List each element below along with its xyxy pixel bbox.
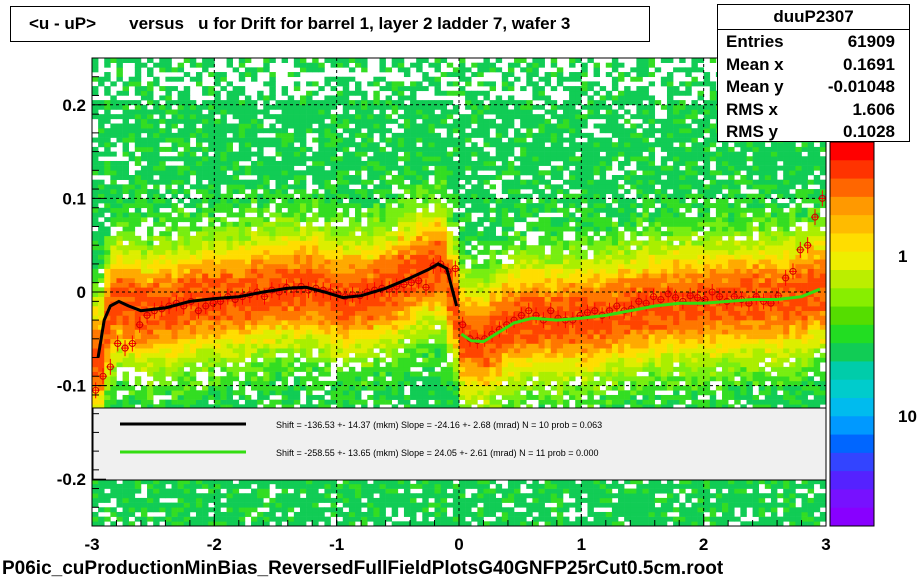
color-scale-step bbox=[830, 489, 874, 509]
color-scale-step bbox=[830, 398, 874, 417]
profile-point bbox=[634, 293, 643, 310]
color-scale-step bbox=[830, 233, 874, 253]
color-scale-step bbox=[830, 507, 874, 527]
x-tick-label: -1 bbox=[329, 535, 344, 554]
x-tick-label: -2 bbox=[207, 535, 222, 554]
color-scale-step bbox=[830, 251, 874, 271]
profile-point bbox=[128, 335, 137, 352]
stats-value: 61909 bbox=[847, 32, 895, 51]
legend-entry-text: Shift = -258.55 +- 13.65 (mkm) Slope = 2… bbox=[276, 448, 599, 458]
axes: -3 -2 -1 0 1 2 3 -0.2 -0.1 0 0.1 0.2 bbox=[57, 57, 831, 554]
stats-row-mean-y: Mean y -0.01048 bbox=[718, 75, 909, 98]
legend-entry-text: Shift = -136.53 +- 14.37 (mkm) Slope = -… bbox=[276, 420, 602, 430]
stats-label: RMS y bbox=[726, 122, 778, 141]
stats-histogram-name: duuP2307 bbox=[718, 5, 909, 30]
fit-curve-right bbox=[460, 287, 821, 344]
fit-curve-left bbox=[96, 262, 459, 358]
profile-point bbox=[99, 368, 108, 385]
y-tick-label: 0.2 bbox=[62, 96, 86, 115]
color-scale-step bbox=[830, 288, 874, 308]
stats-label: Mean y bbox=[726, 77, 784, 96]
profile-point bbox=[546, 302, 555, 319]
stats-value: 1.606 bbox=[852, 99, 895, 119]
color-scale-step bbox=[830, 416, 874, 436]
color-scale: 0110 bbox=[829, 89, 917, 527]
stats-value: -0.01048 bbox=[827, 77, 895, 96]
stats-label: RMS x bbox=[726, 99, 778, 119]
stats-value: 0.1028 bbox=[843, 122, 895, 141]
x-tick-label: -3 bbox=[84, 535, 99, 554]
profile-point bbox=[686, 287, 695, 304]
profile-point bbox=[664, 285, 673, 302]
color-scale-step bbox=[830, 452, 874, 472]
stats-row-entries: Entries 61909 bbox=[718, 30, 909, 53]
y-tick-label: -0.2 bbox=[57, 470, 86, 489]
y-tick-label: 0 bbox=[77, 283, 86, 302]
profile-point bbox=[818, 190, 827, 207]
profile-point bbox=[451, 260, 460, 277]
x-tick-label: 1 bbox=[577, 535, 586, 554]
profile-point bbox=[194, 302, 203, 319]
profile-point bbox=[803, 237, 812, 254]
profile-point bbox=[774, 287, 783, 304]
color-scale-step bbox=[830, 196, 874, 216]
color-scale-step bbox=[830, 306, 874, 326]
y-tick-label: -0.1 bbox=[57, 377, 86, 396]
y-tick-label: 0.1 bbox=[62, 189, 86, 208]
profile-point bbox=[810, 209, 819, 226]
color-scale-step bbox=[830, 215, 874, 234]
profile-point bbox=[106, 358, 115, 375]
color-scale-step bbox=[830, 178, 874, 198]
fit-curves bbox=[96, 262, 821, 358]
stats-row-rms-y: RMS y 0.1028 bbox=[718, 120, 909, 143]
color-scale-step bbox=[830, 471, 874, 490]
x-tick-label: 2 bbox=[699, 535, 708, 554]
profile-point bbox=[91, 382, 100, 399]
profile-point bbox=[113, 335, 122, 352]
stats-value: 0.1691 bbox=[843, 54, 895, 74]
stats-box: duuP2307 Entries 61909 Mean x 0.1691 Mea… bbox=[717, 4, 910, 142]
color-scale-step bbox=[830, 434, 874, 454]
profile-point bbox=[752, 288, 761, 305]
stats-label: Mean x bbox=[726, 54, 784, 74]
stats-row-mean-x: Mean x 0.1691 bbox=[718, 53, 909, 76]
color-scale-label: 10 bbox=[898, 407, 917, 426]
file-name-footer: P06ic_cuProductionMinBias_ReversedFullFi… bbox=[2, 558, 724, 579]
color-scale-step bbox=[830, 160, 874, 180]
color-scale-step bbox=[830, 361, 874, 381]
profile-point bbox=[612, 298, 621, 315]
profile-point bbox=[135, 316, 144, 333]
stats-row-rms-x: RMS x 1.606 bbox=[718, 98, 909, 121]
fit-legend: Shift = -136.53 +- 14.37 (mkm) Slope = -… bbox=[92, 407, 827, 481]
color-scale-frame bbox=[829, 141, 875, 527]
profile-point bbox=[121, 340, 130, 357]
x-tick-label: 0 bbox=[454, 535, 463, 554]
profile-point bbox=[781, 269, 790, 286]
profile-point bbox=[744, 295, 753, 312]
color-scale-step bbox=[830, 324, 874, 344]
legend-box bbox=[92, 407, 827, 481]
color-scale-label: 1 bbox=[898, 247, 907, 266]
profile-point bbox=[796, 241, 805, 258]
profile-point bbox=[708, 284, 717, 300]
profile-point bbox=[649, 288, 658, 305]
color-scale-step bbox=[830, 379, 874, 399]
profile-point bbox=[458, 316, 467, 333]
color-scale-step bbox=[830, 270, 874, 289]
x-tick-label: 3 bbox=[821, 535, 830, 554]
profile-point bbox=[524, 302, 533, 319]
color-scale-step bbox=[830, 142, 874, 161]
chart-title: <u - uP> versus u for Drift for barrel 1… bbox=[10, 6, 650, 42]
stats-label: Entries bbox=[726, 32, 784, 51]
profile-point bbox=[788, 263, 797, 280]
profile-point bbox=[421, 279, 430, 296]
color-scale-step bbox=[830, 343, 874, 362]
